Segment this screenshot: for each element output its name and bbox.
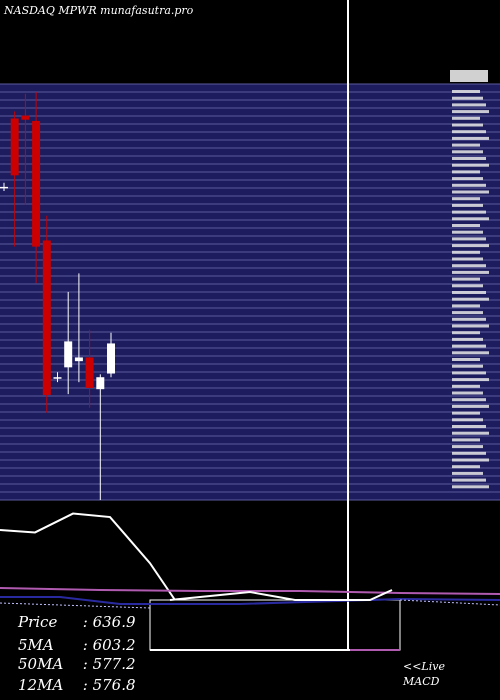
candle-body	[64, 341, 73, 368]
candle-body	[32, 120, 41, 247]
candle-body	[85, 357, 94, 388]
axis-label-mark	[452, 291, 486, 294]
candle-body	[53, 377, 62, 379]
candle-body	[96, 377, 105, 390]
axis-label-mark	[452, 311, 483, 315]
axis-label-mark	[452, 197, 480, 201]
axis-label-mark	[452, 391, 483, 395]
info-12ma-value: 576.8	[92, 676, 136, 694]
info-50ma-sep: :	[78, 655, 93, 673]
axis-label-mark	[452, 277, 480, 281]
axis-label-mark	[452, 337, 483, 341]
candle-body	[74, 357, 83, 362]
axis-label-mark	[452, 364, 483, 368]
axis-label-mark	[452, 438, 480, 442]
axis-label-mark	[452, 163, 489, 167]
candle-body	[0, 186, 8, 189]
ma-line	[0, 512, 176, 601]
axis-label-mark	[452, 143, 480, 147]
axis-label-mark	[452, 411, 480, 415]
candle-body	[107, 343, 115, 374]
candle-body	[10, 118, 19, 176]
axis-label-mark	[452, 190, 489, 194]
axis-label-mark	[452, 237, 486, 241]
axis-label-mark	[452, 317, 486, 321]
axis-label-mark	[452, 203, 483, 207]
axis-label-mark	[452, 331, 480, 335]
axis-label-mark	[452, 458, 489, 462]
info-5ma: 5MA : 603.2	[18, 636, 136, 654]
axis-label-mark	[452, 344, 486, 348]
axis-label-mark	[452, 351, 489, 355]
axis-label-mark	[452, 445, 483, 449]
candle-body	[42, 240, 51, 395]
axis-label-mark	[452, 150, 483, 154]
axis-label-mark	[452, 116, 480, 120]
axis-label-mark	[452, 358, 480, 361]
axis-label-mark	[452, 224, 480, 227]
info-price: Price : 636.9	[18, 613, 136, 631]
axis-label-mark	[452, 478, 486, 482]
axis-label-mark	[452, 170, 480, 174]
axis-label-mark	[452, 425, 486, 428]
info-50ma-label: 50MA	[18, 655, 64, 673]
axis-label-mark	[452, 244, 489, 248]
info-50ma: 50MA : 577.2	[18, 655, 136, 673]
axis-label-mark	[452, 304, 480, 308]
axis-label-mark	[452, 431, 489, 435]
axis-label-mark	[452, 284, 483, 288]
axis-label-mark	[452, 324, 489, 328]
macd-live-label: <<Live	[403, 660, 445, 673]
axis-label-mark	[452, 297, 489, 301]
axis-label-mark	[452, 404, 489, 408]
axis-label-mark	[452, 378, 489, 382]
info-12ma-label: 12MA	[18, 676, 64, 694]
blue-line	[0, 596, 500, 605]
axis-label-mark	[450, 70, 488, 82]
axis-label-mark	[452, 123, 483, 127]
axis-label-mark	[452, 103, 486, 107]
axis-label-mark	[452, 485, 489, 489]
axis-label-mark	[452, 130, 486, 134]
signal-dotted-line	[0, 602, 151, 609]
info-price-sep: :	[78, 613, 93, 631]
info-12ma-sep: :	[78, 676, 93, 694]
axis-label-mark	[452, 157, 486, 160]
axis-label-mark	[452, 230, 483, 234]
axis-label-mark	[452, 264, 486, 268]
info-price-value: 636.9	[92, 613, 136, 631]
axis-label-mark	[452, 465, 480, 469]
candle-body	[21, 115, 30, 120]
axis-label-mark	[452, 136, 489, 140]
axis-label-mark	[452, 90, 480, 93]
info-5ma-sep: :	[78, 636, 93, 654]
macd-box	[149, 599, 401, 651]
axis-label-mark	[452, 183, 486, 187]
macd-label: MACD	[403, 675, 440, 688]
info-50ma-value: 577.2	[92, 655, 136, 673]
axis-label-mark	[452, 471, 483, 475]
axis-label-mark	[452, 110, 489, 114]
axis-label-mark	[452, 398, 486, 402]
chart-title: NASDAQ MPWR munafasutra.pro	[4, 4, 194, 17]
axis-label-mark	[452, 270, 489, 274]
axis-label-mark	[452, 418, 483, 422]
signal-dotted-line	[399, 599, 500, 606]
axis-label-mark	[452, 210, 486, 214]
info-5ma-label: 5MA	[18, 636, 54, 654]
axis-label-mark	[452, 257, 483, 261]
info-12ma: 12MA : 576.8	[18, 676, 136, 694]
axis-label-mark	[452, 451, 486, 455]
axis-label-mark	[452, 371, 486, 375]
axis-label-mark	[452, 384, 480, 388]
axis-label-mark	[452, 177, 483, 181]
info-price-label: Price	[18, 613, 58, 631]
axis-label-mark	[452, 250, 480, 254]
axis-label-mark	[452, 96, 483, 100]
axis-label-mark	[452, 217, 489, 221]
macd-line	[169, 589, 393, 601]
info-5ma-value: 603.2	[92, 636, 136, 654]
